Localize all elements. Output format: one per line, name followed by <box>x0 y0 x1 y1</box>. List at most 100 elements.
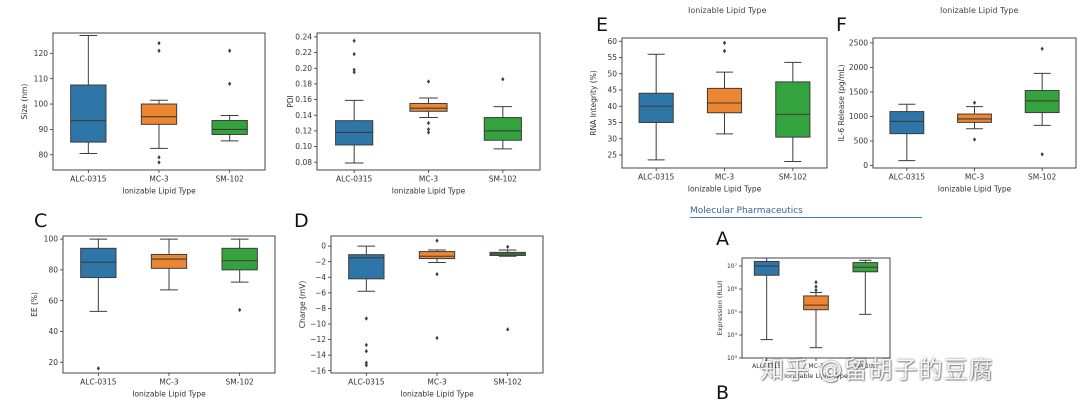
cropped-axis-title-e: Ionizable Lipid Type <box>688 6 767 15</box>
pdi-ytick-label: 0.20 <box>295 64 312 73</box>
expr-outlier-point <box>814 279 818 285</box>
watermark: 知乎 @留胡子的豆腐 <box>760 356 994 384</box>
rna-box-alc-0315 <box>638 92 674 123</box>
expr-outlier-point <box>814 287 818 293</box>
il6-ytick-label: 2000 <box>849 63 868 72</box>
panel-label-c: C <box>34 210 48 232</box>
pdi-outlier-point <box>426 120 431 126</box>
ee-outlier-point <box>96 366 100 371</box>
pdi-outlier-point <box>426 79 431 84</box>
il6-chart-panel: 0 500 1000 1500 2000 2500 IL-6 Release (pg/mL)… <box>830 30 1080 200</box>
il6-ytick-label: 0 <box>863 161 868 170</box>
il6-ytick-label: 1500 <box>849 88 868 97</box>
il6-ytick-label: 1000 <box>849 112 868 121</box>
rna-svg: 25 30 35 40 45 50 55 60 RNA Integrity (%) ALC-031… <box>589 37 828 193</box>
pdi-chart-panel: 0.08 0.10 0.12 0.14 0.16 0.18 0.20 0.22 0.24 PDI A… <box>280 0 550 200</box>
size-ytick-label: 100 <box>34 100 49 109</box>
rna-ytick-label: 50 <box>607 69 617 78</box>
pdi-xtick-label: MC-3 <box>419 175 438 184</box>
size-ytick-label: 110 <box>34 74 49 83</box>
size-outlier-point <box>228 81 232 86</box>
rna-xtick-label: ALC-0315 <box>638 173 675 182</box>
charge-ylabel: Charge (mV) <box>298 281 307 329</box>
ee-svg: 20 40 60 80 100 EE (%) ALC-0315 MC-3 SM-102 Ioniz… <box>30 235 276 398</box>
expr-outlier-point <box>814 284 818 289</box>
pdi-ytick-label: 0.24 <box>295 33 312 42</box>
pdi-ylabel: PDI <box>286 95 295 108</box>
pdi-ytick-label: 0.08 <box>295 158 312 167</box>
charge-xlabel: Ionizable Lipid Type <box>400 389 474 398</box>
size-outlier-point <box>157 40 161 46</box>
rna-chart-panel: 25 30 35 40 45 50 55 60 RNA Integrity (%) ALC-031… <box>589 30 830 200</box>
size-outlier-point <box>157 160 161 165</box>
rna-ytick-label: 55 <box>607 53 617 62</box>
pdi-ytick-label: 0.16 <box>295 95 312 104</box>
expr-xtick-label: ALC-0315 <box>752 363 781 370</box>
expr-box-mc-3 <box>803 295 829 311</box>
il6-outlier-point <box>1040 152 1044 157</box>
charge-outlier-point <box>435 335 439 341</box>
size-box-sm-102 <box>211 120 248 135</box>
il6-ytick-label: 2500 <box>849 39 868 48</box>
size-xlabel: Ionizable Lipid Type <box>122 186 196 195</box>
panel-label-b: B <box>716 382 730 404</box>
charge-outlier-point <box>506 327 510 332</box>
charge-ytick-label: −10 <box>310 320 326 329</box>
journal-name: Molecular Pharmaceutics <box>690 206 922 218</box>
ee-xlabel: Ionizable Lipid Type <box>132 389 206 398</box>
rna-box-mc-3 <box>706 87 743 114</box>
expr-xtick-label: SM-102 <box>854 363 877 370</box>
ee-chart-panel: 20 40 60 80 100 EE (%) ALC-0315 MC-3 SM-102 Ioniz… <box>0 228 290 410</box>
rna-ytick-label: 25 <box>607 151 617 160</box>
il6-box-sm-102 <box>1024 89 1060 114</box>
pdi-ytick-label: 0.12 <box>295 126 312 135</box>
rna-box-sm-102 <box>775 81 811 138</box>
size-xtick-label: MC-3 <box>149 175 168 184</box>
il6-xtick-label: SM-102 <box>1028 173 1056 182</box>
pdi-ytick-label: 0.10 <box>295 142 312 151</box>
pdi-xlabel: Ionizable Lipid Type <box>392 186 466 195</box>
ee-box-mc-3 <box>150 253 188 269</box>
ee-box-sm-102 <box>221 247 258 271</box>
charge-xtick-label: ALC-0315 <box>348 378 385 387</box>
charge-box-alc-0315 <box>348 254 385 280</box>
il6-outlier-point <box>1040 46 1044 51</box>
expr-ytick-label: 10⁷ <box>727 263 738 270</box>
size-box-alc-0315 <box>70 84 107 143</box>
size-xtick-label: SM-102 <box>216 175 244 184</box>
size-box-mc-3 <box>140 103 178 125</box>
charge-ytick-label: −12 <box>310 335 326 344</box>
ee-xtick-label: SM-102 <box>226 378 254 387</box>
il6-ylabel: IL-6 Release (pg/mL) <box>837 64 846 141</box>
charge-ytick-label: −14 <box>310 351 326 360</box>
size-ytick-label: 120 <box>34 49 49 58</box>
size-svg: 80 90 100 110 120 Size (nm) ALC-0315 MC-3 SM-102… <box>20 32 266 195</box>
il6-ytick-label: 500 <box>854 137 869 146</box>
charge-ytick-label: −2 <box>315 257 326 266</box>
expr-svg: 10³ 10⁴ 10⁵ 10⁶ 10⁷ Expression (RLU) ALC-0315 M… <box>716 257 891 380</box>
rna-ylabel: RNA Integrity (%) <box>590 70 598 136</box>
pdi-ytick-label: 0.18 <box>295 80 312 89</box>
size-outlier-point <box>228 48 232 53</box>
rna-ytick-label: 40 <box>607 102 617 111</box>
il6-xlabel: Ionizable Lipid Type <box>938 184 1012 193</box>
pdi-xtick-label: SM-102 <box>489 175 517 184</box>
pdi-box-sm-102 <box>483 117 522 141</box>
pdi-xtick-label: ALC-0315 <box>336 175 373 184</box>
size-chart-panel: 80 90 100 110 120 Size (nm) ALC-0315 MC-3 SM-102… <box>0 0 280 200</box>
ee-ytick-label: 20 <box>48 358 58 367</box>
charge-outlier-point <box>435 238 439 243</box>
il6-outlier-point <box>972 137 977 142</box>
size-ytick-label: 80 <box>38 150 48 159</box>
size-ylabel: Size (nm) <box>20 84 29 120</box>
rna-xtick-label: SM-102 <box>779 173 807 182</box>
il6-box-mc-3 <box>957 113 992 123</box>
expr-ytick-label: 10⁵ <box>727 309 738 316</box>
charge-outlier-point <box>435 271 439 277</box>
il6-outlier-point <box>972 100 977 105</box>
rna-outlier-point <box>722 40 727 46</box>
pdi-outlier-point <box>426 130 431 135</box>
charge-ytick-label: −4 <box>315 273 326 282</box>
expr-ytick-label: 10³ <box>727 355 738 362</box>
expr-ytick-label: 10⁶ <box>727 286 738 293</box>
